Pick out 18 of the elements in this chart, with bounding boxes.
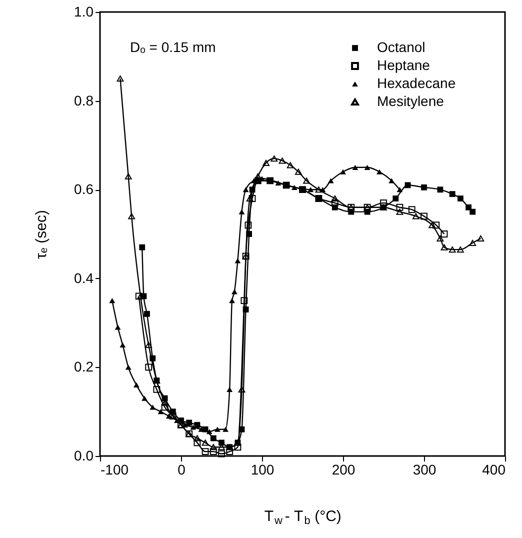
y-tick-label: 0.4 xyxy=(74,270,94,286)
legend-label: Mesitylene xyxy=(377,93,444,109)
x-tick-label: 100 xyxy=(250,462,274,478)
x-tick-label: 200 xyxy=(332,462,356,478)
legend-label: Heptane xyxy=(377,57,430,73)
x-tick-label: 0 xyxy=(178,462,186,478)
y-tick-label: 0.8 xyxy=(74,92,94,108)
annotation: Dₒ = 0.15 mm xyxy=(130,39,216,55)
x-tick-label: 300 xyxy=(412,462,436,478)
y-axis-title: τₑ (sec) xyxy=(33,210,50,259)
y-tick-label: 0.0 xyxy=(74,448,94,464)
legend-label: Octanol xyxy=(377,39,426,55)
y-tick-label: 0.6 xyxy=(74,181,94,198)
x-tick-label: -100 xyxy=(100,462,129,478)
legend-label: Hexadecane xyxy=(377,75,456,91)
y-tick-label: 1.0 xyxy=(74,4,94,20)
x-tick-label: 400 xyxy=(482,462,506,478)
y-tick-label: 0.2 xyxy=(74,358,94,375)
